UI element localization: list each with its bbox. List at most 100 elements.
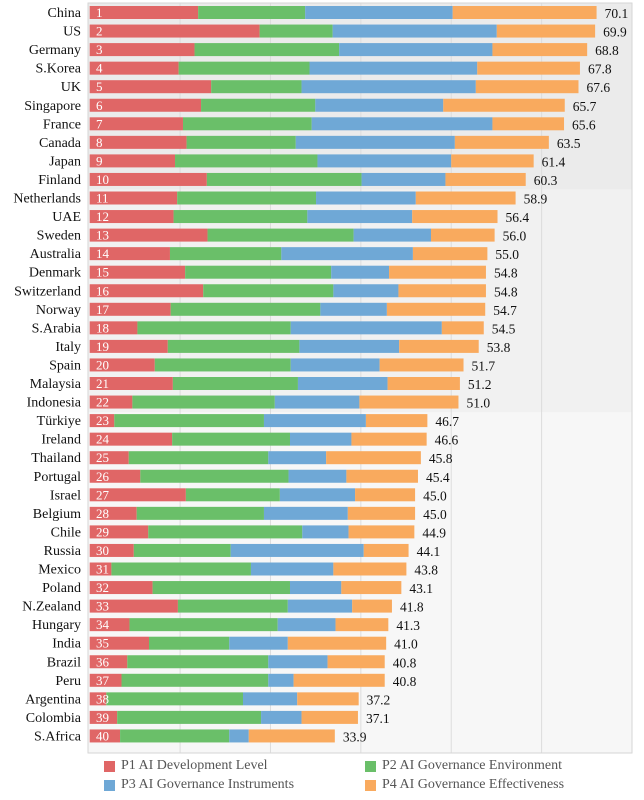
total-label-norway: 54.7 [493,303,517,318]
bar-row-t-rkiye [89,414,428,428]
bar-segment-p1-japan [89,154,176,168]
bar-segment-p1-thailand [89,451,129,465]
country-label-belgium: Belgium [33,507,81,522]
bar-segment-p3-denmark [331,265,390,279]
rank-label-28: 28 [96,506,109,521]
rank-label-33: 33 [96,599,109,614]
bar-segment-p1-colombia [89,710,118,724]
country-labels: China US Germany S.Korea UK Singapore France Ca… [13,6,81,744]
legend-swatch-p3 [104,779,115,791]
total-label-australia: 55.0 [495,247,519,262]
bar-segment-p3-finland [361,172,446,186]
bar-segment-p3-s-africa [229,729,249,743]
total-label-peru: 40.8 [393,674,417,689]
bar-segment-p4-s-africa [248,729,335,743]
rank-label-5: 5 [96,79,103,94]
country-label-s-arabia: S.Arabia [32,321,82,336]
bar-segment-p4-spain [379,358,464,372]
total-label-n-zealand: 41.8 [400,600,424,615]
rank-label-18: 18 [96,320,109,335]
bar-row-japan [89,154,534,168]
total-label-argentina: 37.2 [367,692,391,707]
rank-label-14: 14 [96,246,110,261]
bar-segment-p4-denmark [389,265,486,279]
bar-segment-p1-australia [89,247,170,261]
bar-segment-p2-australia [169,247,282,261]
legend-swatch-p4 [365,779,376,791]
bar-segment-p3-indonesia [274,395,360,409]
total-label-hungary: 41.3 [396,618,420,633]
bar-segment-p2-peru [121,673,269,687]
bar-segment-p3-uae [307,210,413,224]
bar-row-malaysia [89,377,460,390]
bar-row-ireland [89,432,427,446]
bar-segment-p1-denmark [89,265,186,279]
bar-segment-p1-indonesia [89,395,133,409]
bar-segment-p3-belgium [263,506,348,520]
rank-label-39: 39 [96,710,109,725]
bar-segment-p3-chile [302,525,349,539]
bar-segment-p2-israel [185,488,280,502]
rank-label-11: 11 [96,191,109,206]
bar-segment-p1-sweden [89,228,208,242]
bar-segment-p1-poland [89,581,153,595]
rank-label-27: 27 [96,487,110,502]
legend-label-p1: P1 AI Development Level [121,758,268,773]
bar-segment-p4-germany [492,43,588,57]
bar-segment-p1-netherlands [89,191,178,205]
bar-segment-p1-brazil [89,655,128,669]
total-label-s-korea: 67.8 [588,62,612,77]
bar-row-argentina [89,692,359,706]
rank-label-19: 19 [96,339,109,354]
total-label-canada: 63.5 [557,136,581,151]
total-label-chile: 44.9 [422,525,446,540]
bar-segment-p4-uk [475,80,579,94]
country-label-israel: Israel [50,488,81,503]
legend-swatch-p1 [104,760,115,772]
bar-segment-p2-russia [133,543,231,557]
bar-segment-p2-s-korea [178,61,310,75]
bar-row-switzerland [89,284,486,298]
bar-segment-p1-india [89,636,149,650]
bar-row-denmark [89,265,486,279]
bar-segment-p4-brazil [327,655,385,669]
bar-segment-p2-thailand [128,451,269,465]
total-label-brazil: 40.8 [393,655,417,670]
bar-segment-p4-netherlands [415,191,516,205]
bar-segment-p3-us [332,24,497,38]
total-label-germany: 68.8 [595,43,619,58]
bar-segment-p3-switzerland [333,284,399,298]
bar-segment-p2-germany [194,43,340,57]
bar-segment-p4-switzerland [398,284,486,298]
bar-segment-p4-indonesia [359,395,459,409]
bar-segment-p2-mexico [111,562,251,576]
bar-segment-p4-colombia [301,710,358,724]
country-label-germany: Germany [29,43,81,58]
bar-segment-p3-netherlands [316,191,416,205]
bar-segment-p4-australia [412,247,488,261]
bar-segment-p4-belgium [347,506,416,520]
bar-segment-p3-poland [289,581,342,595]
bar-segment-p4-chile [348,525,415,539]
rank-label-16: 16 [96,283,110,298]
country-label-russia: Russia [44,544,82,559]
country-label-portugal: Portugal [34,470,82,485]
bar-segment-p1-israel [89,488,186,502]
bar-segment-p3-france [311,117,493,131]
bar-segment-p4-malaysia [387,377,460,390]
rank-label-4: 4 [96,61,103,76]
bar-row-norway [89,302,486,316]
total-labels: 70.1 69.9 68.8 67.8 67.6 65.7 65.6 63.5 61.4 60.3… [343,6,628,744]
bar-row-netherlands [89,191,516,205]
rank-label-24: 24 [96,432,110,447]
country-label-uk: UK [61,80,81,95]
bar-segment-p2-canada [186,135,296,149]
rank-label-34: 34 [96,617,110,632]
country-label-s-korea: S.Korea [36,62,82,77]
bar-segment-p2-brazil [127,655,269,669]
total-label-s-africa: 33.9 [343,729,367,744]
bar-segment-p3-peru [268,673,294,687]
country-label-italy: Italy [55,340,81,355]
legend-label-p4: P4 AI Governance Effectiveness [382,777,565,792]
rank-label-8: 8 [96,135,103,150]
